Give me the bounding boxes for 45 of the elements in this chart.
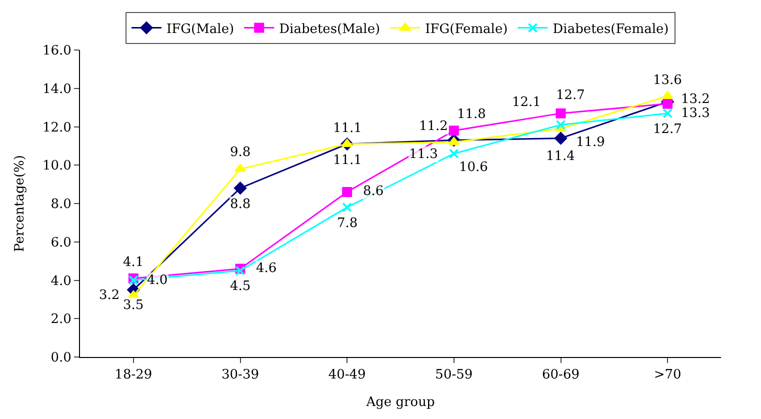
y-tick-label: 4.0 (50, 274, 72, 289)
y-tick-label: 10.0 (42, 158, 72, 174)
data-label: 9.8 (230, 145, 251, 160)
data-label: 4.6 (256, 261, 277, 276)
y-tick-label: 12.0 (42, 120, 72, 136)
data-label: 11.3 (409, 147, 438, 162)
data-label: 3.5 (123, 298, 144, 313)
x-tick-label: 30-39 (222, 368, 259, 383)
data-label: 10.6 (459, 160, 488, 175)
x-tick-label: 50-59 (435, 368, 473, 383)
legend-label: Diabetes(Male) (279, 22, 380, 37)
y-tick-label: 14.0 (42, 82, 72, 97)
y-axis-title: Percentage(%) (12, 155, 28, 252)
data-label: 11.9 (576, 135, 605, 150)
data-label: 11.2 (419, 119, 448, 134)
y-tick-label: 6.0 (50, 235, 72, 250)
data-label: 13.3 (681, 106, 710, 121)
data-label: 8.6 (363, 184, 384, 199)
data-label: 12.7 (556, 88, 585, 103)
legend-label: Diabetes(Female) (552, 22, 669, 37)
legend-label: IFG(Female) (425, 22, 508, 37)
x-tick-label: 60-69 (542, 368, 580, 383)
data-label: 11.4 (546, 149, 575, 164)
x-tick-label: 18-29 (114, 368, 152, 383)
data-label: 4.0 (147, 273, 168, 288)
y-tick-label: 8.0 (50, 197, 72, 212)
data-label: 13.6 (653, 73, 682, 88)
legend-label: IFG(Male) (166, 22, 234, 37)
data-label: 11.1 (333, 153, 362, 168)
data-label: 11.8 (457, 107, 486, 122)
data-label: 11.1 (333, 121, 362, 136)
y-tick-label: 16.0 (42, 44, 72, 59)
data-label: 12.1 (512, 95, 541, 110)
x-tick-label: 40-49 (328, 368, 366, 383)
data-label: 13.2 (681, 92, 710, 107)
data-label: 4.1 (123, 255, 144, 270)
y-tick-label: 2.0 (50, 312, 72, 328)
data-label: 12.7 (653, 122, 682, 137)
x-tick-label: >70 (654, 368, 682, 383)
x-axis-title: Age group (365, 395, 435, 410)
data-label: 4.5 (230, 279, 251, 294)
data-label: 7.8 (337, 216, 358, 231)
y-tick-label: 0.0 (50, 350, 72, 366)
data-label: 8.8 (230, 197, 251, 212)
data-label: 3.2 (99, 288, 120, 303)
